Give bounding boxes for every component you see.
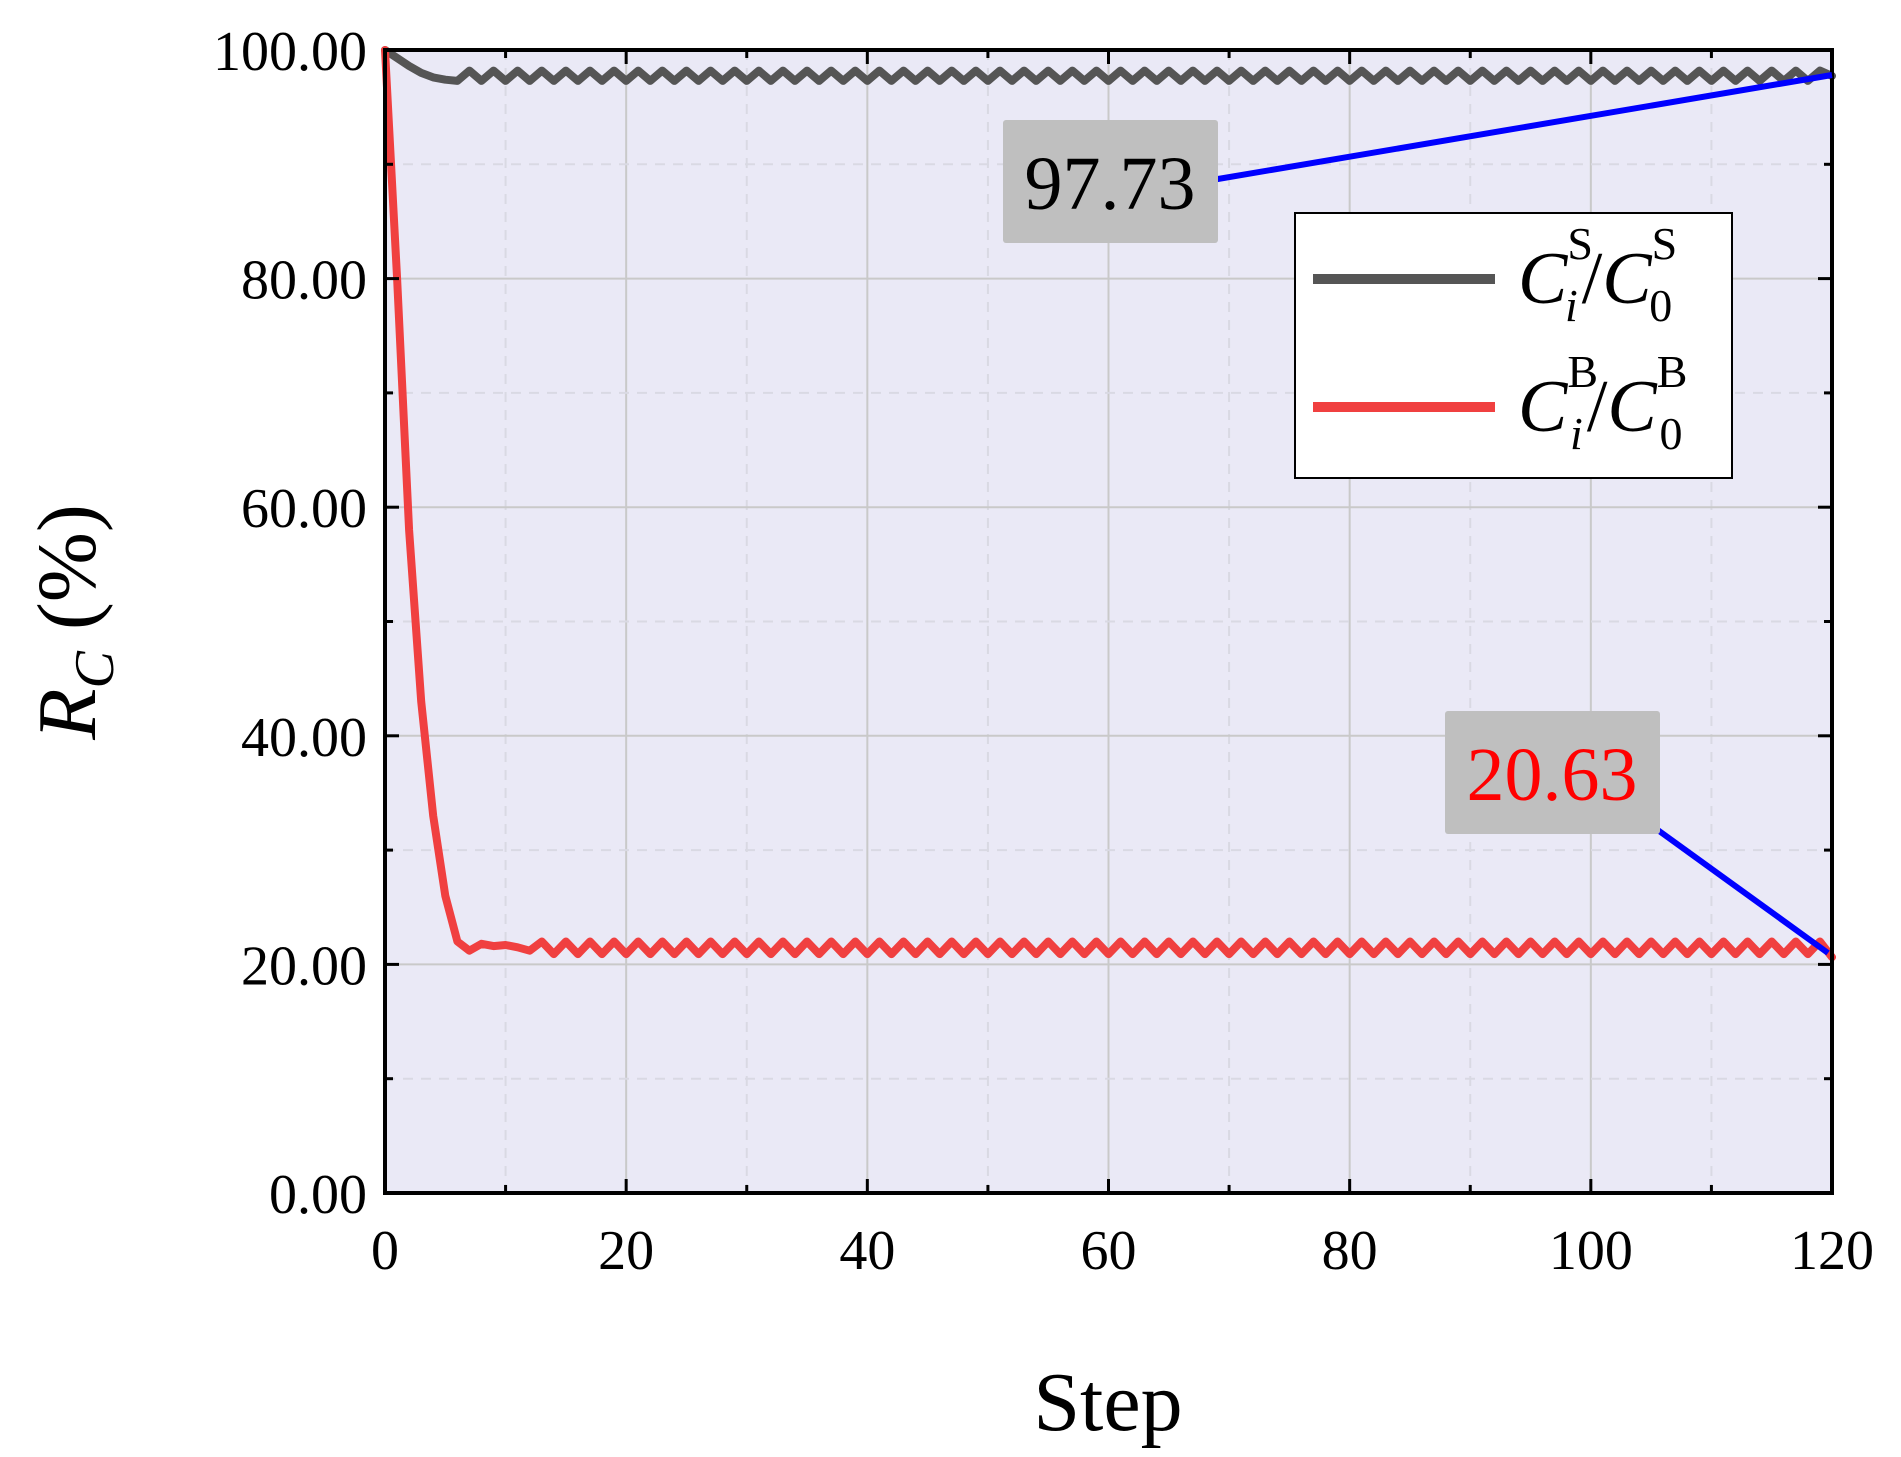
legend-b-sub1: i [1570,408,1583,459]
x-axis-title: Step [1033,1356,1182,1449]
legend-label-b: CB i/CB 0 [1518,346,1687,459]
x-tick-label: 60 [1081,1220,1137,1282]
annotation-b-leader [1653,825,1830,956]
x-tick-label: 0 [371,1220,399,1282]
annotation-b-box [1445,711,1660,834]
x-tick-label: 40 [839,1220,895,1282]
legend-b-base: C [1518,366,1569,448]
y-tick-label: 40.00 [241,707,367,769]
legend-s-base: C [1518,238,1569,320]
y-tick-label: 80.00 [241,250,367,312]
legend-box [1294,212,1733,479]
annotation-s-label: 97.73 [1025,142,1196,226]
annotation-s-box [1003,120,1218,243]
y-axis-title-sub: C [64,650,126,688]
legend-s-sup1: S [1567,218,1593,269]
legend-s-sup2: S [1652,218,1678,269]
legend-b-sup1: B [1567,346,1598,397]
y-axis-title-main: R [21,688,114,740]
ticks: 0 20 40 60 80 100 120 0.00 20.00 40.00 60.00 80.00 1… [213,21,1874,1282]
legend-b-sep: / [1587,366,1608,448]
y-tick-label: 60.00 [241,478,367,540]
legend-s-sub2: 0 [1649,280,1672,331]
x-tick-label: 120 [1790,1220,1874,1282]
y-axis-title: RC (%) [21,504,126,741]
legend-b-sup2: B [1657,346,1688,397]
series-line-s [381,46,1836,85]
legend-s-sub1: i [1565,280,1578,331]
x-tick-label: 100 [1549,1220,1633,1282]
y-tick-label: 0.00 [269,1164,367,1226]
legend-b-sub2: 0 [1659,408,1682,459]
legend-label-s: CS i/CS 0 [1518,218,1677,331]
series-layer [381,46,1836,962]
y-tick-label: 100.00 [213,21,367,83]
legend-s-base2: C [1602,238,1653,320]
y-tick-label: 20.00 [241,935,367,997]
series-line-b [381,46,1836,962]
y-axis-title-unit: (%) [21,504,114,651]
legend-b-base2: C [1607,366,1658,448]
legend-s-sep: / [1582,238,1603,320]
annotation-b-label: 20.63 [1467,733,1638,817]
x-tick-label: 80 [1322,1220,1378,1282]
legend: CS i/CS 0 CB i/CB 0 [1294,212,1733,479]
annotation-s-leader [1211,72,1833,183]
x-tick-label: 20 [598,1220,654,1282]
annotations: 97.73 20.63 [1003,72,1833,956]
